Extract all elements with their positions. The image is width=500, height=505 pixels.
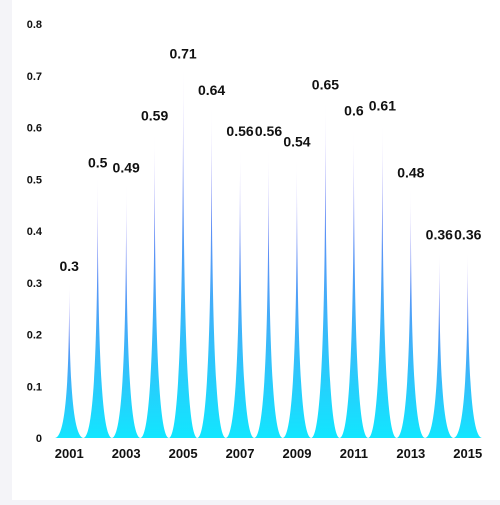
bar-chart: 0 0.1 0.2 0.3 0.4 0.5 0.6 0.7 0.8 0.3 0.5 0.49 0.59… — [27, 19, 483, 461]
y-tick-label: 0.5 — [27, 174, 42, 186]
bars — [55, 70, 482, 439]
x-tick-label: 2007 — [226, 446, 255, 461]
y-tick-label: 0.7 — [27, 71, 42, 83]
x-tick-label: 2015 — [453, 446, 482, 461]
data-label-2014: 0.36 — [426, 227, 453, 243]
data-label-2008: 0.56 — [255, 123, 282, 139]
x-tick-label: 2011 — [340, 446, 368, 461]
bar-2010[interactable] — [311, 101, 340, 438]
y-tick-label: 0.1 — [27, 381, 42, 393]
data-label-2003: 0.49 — [113, 159, 140, 175]
y-tick-label: 0.8 — [27, 19, 42, 31]
y-tick-label: 0.4 — [27, 226, 43, 238]
data-label-2007: 0.56 — [226, 123, 253, 139]
bar-2004[interactable] — [140, 132, 169, 439]
y-tick-label: 0 — [36, 433, 42, 445]
data-label-2012: 0.61 — [369, 97, 396, 113]
data-label-2011: 0.6 — [344, 103, 364, 119]
x-tick-label: 2003 — [112, 446, 141, 461]
data-label-2001: 0.3 — [59, 258, 79, 274]
x-tick-label: 2005 — [169, 446, 198, 461]
bar-2009[interactable] — [282, 158, 312, 439]
data-label-2002: 0.5 — [88, 154, 108, 170]
y-axis: 0 0.1 0.2 0.3 0.4 0.5 0.6 0.7 0.8 — [27, 19, 43, 445]
bar-2015[interactable] — [453, 251, 482, 438]
bar-2014[interactable] — [425, 251, 454, 438]
bar-2006[interactable] — [197, 106, 226, 439]
x-tick-label: 2001 — [55, 446, 84, 461]
bar-2007[interactable] — [225, 148, 255, 438]
data-label-2009: 0.54 — [283, 134, 310, 150]
data-label-2013: 0.48 — [397, 165, 424, 181]
data-label-2005: 0.71 — [169, 46, 196, 62]
y-tick-label: 0.2 — [27, 330, 42, 342]
data-labels: 0.30.5 0.490.590.710.640.56 0.560.540.650.… — [59, 46, 481, 274]
x-tick-label: 2013 — [396, 446, 425, 461]
bar-2012[interactable] — [368, 122, 397, 438]
bar-2002[interactable] — [83, 179, 112, 438]
y-tick-label: 0.3 — [27, 278, 42, 290]
bar-2013[interactable] — [396, 189, 426, 438]
data-label-2015: 0.36 — [454, 227, 481, 243]
bar-2008[interactable] — [254, 148, 283, 438]
bar-2011[interactable] — [339, 127, 369, 439]
x-tick-label: 2009 — [283, 446, 312, 461]
y-tick-label: 0.6 — [27, 123, 42, 135]
data-label-2010: 0.65 — [312, 77, 339, 93]
data-label-2004: 0.59 — [141, 108, 168, 124]
chart-container: 0 0.1 0.2 0.3 0.4 0.5 0.6 0.7 0.8 0.3 0.5 0.49 0.59… — [12, 0, 500, 500]
data-label-2006: 0.64 — [198, 82, 225, 98]
x-axis: 2001 2003 2005 2007 2009 2011 2013 2015 — [55, 446, 482, 461]
bar-2001[interactable] — [55, 282, 84, 438]
bar-2005[interactable] — [168, 70, 198, 438]
bar-2003[interactable] — [111, 184, 141, 438]
